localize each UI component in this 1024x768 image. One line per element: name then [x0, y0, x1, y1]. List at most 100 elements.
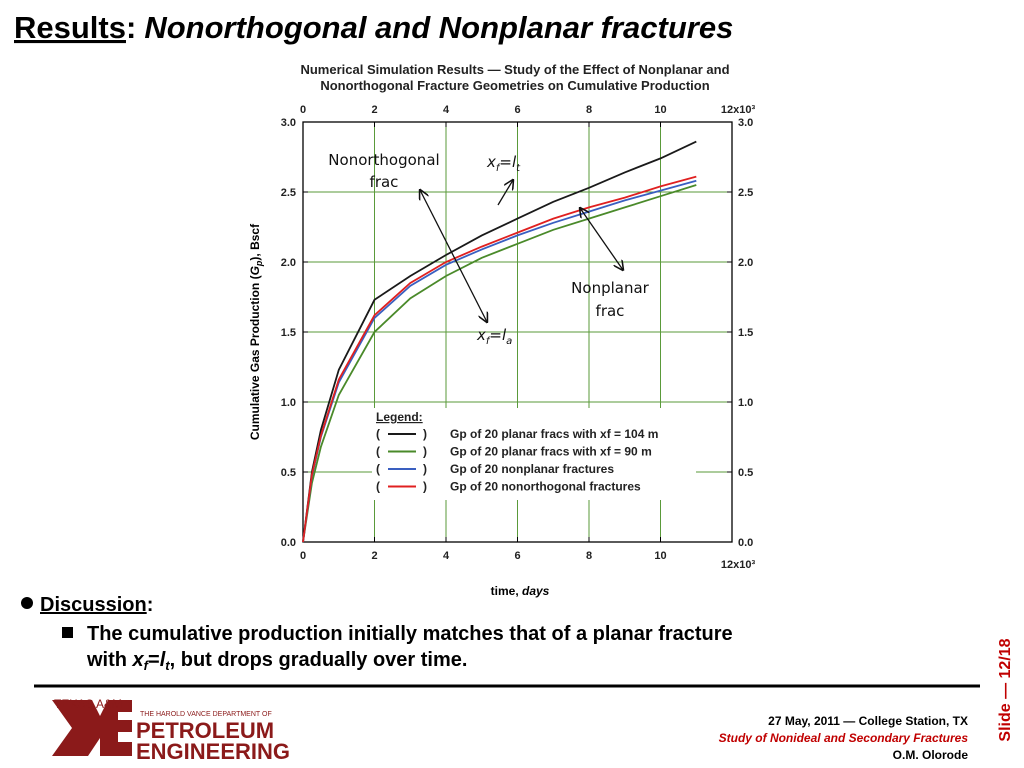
legend-title: Legend: — [376, 410, 423, 424]
chart: Numerical Simulation Results — Study of … — [248, 62, 755, 598]
y-tick-label: 2.0 — [281, 257, 296, 269]
discussion-heading: Discussion: — [40, 594, 153, 616]
legend-paren: ) — [423, 445, 427, 459]
y2-tick-label: 2.5 — [738, 187, 753, 199]
legend-box — [372, 408, 696, 500]
annotations: Nonorthogonal frac xf=lt Nonplanar frac … — [328, 151, 649, 347]
y2-tick-label: 3.0 — [738, 117, 753, 129]
sub-bullet — [62, 627, 73, 638]
annotation: xf=lt — [486, 153, 521, 174]
annotation-part: l — [512, 153, 517, 171]
annotation-part: x — [476, 326, 486, 344]
y-tick-label: 0.0 — [281, 537, 296, 549]
legend-label: Gp of 20 nonplanar fractures — [450, 462, 614, 476]
heading-word: Discussion — [40, 594, 147, 616]
legend-label: Gp of 20 nonorthogonal fractures — [450, 480, 641, 494]
y2-tick-label: 0.0 — [738, 537, 753, 549]
legend-paren: ) — [423, 480, 427, 494]
footer-date: 27 May, 2011 — College Station, TX — [768, 714, 968, 728]
y-axis-label: Cumulative Gas Production (Gp), Bscf — [248, 223, 264, 440]
legend-paren: ( — [376, 480, 380, 494]
chart-title: Nonorthogonal Fracture Geometries on Cum… — [320, 78, 709, 93]
logo-text: ENGINEERING — [136, 739, 290, 764]
x2-tick-label: 10 — [654, 104, 666, 116]
text-part: f — [144, 658, 150, 673]
label-part: p — [254, 260, 264, 267]
legend-paren: ) — [423, 462, 427, 476]
text-part: = — [148, 649, 160, 671]
label-part: Cumulative Gas Production ( — [248, 275, 262, 440]
title-word: Results — [14, 10, 126, 45]
chart-title: Numerical Simulation Results — Study of … — [300, 62, 729, 77]
annotation: frac — [596, 302, 625, 320]
label-part: G — [248, 266, 262, 275]
legend-paren: ( — [376, 445, 380, 459]
label-part: time, — [491, 584, 522, 598]
text-part: , but drops gradually over time. — [170, 649, 468, 671]
x2-tick-label: 8 — [586, 104, 592, 116]
arrow — [580, 208, 623, 270]
y-tick-label: 1.0 — [281, 397, 296, 409]
discussion-text: The cumulative production initially matc… — [87, 623, 733, 645]
x2-tick-label: 6 — [514, 104, 520, 116]
annotation-part: = — [499, 153, 512, 171]
y2-tick-label: 1.5 — [738, 327, 753, 339]
y-tick-label: 1.5 — [281, 327, 296, 339]
logo: TEXAS A&M THE HAROLD VANCE DEPARTMENT OF… — [52, 697, 290, 764]
annotation: Nonplanar — [571, 279, 649, 297]
logo-mark — [52, 700, 132, 756]
x-tick-label: 8 — [586, 550, 592, 562]
annotation: xf=la — [476, 326, 512, 347]
x-tick-label: 12x10³ — [721, 559, 756, 571]
x2-tick-label: 2 — [371, 104, 377, 116]
label-part: ), Bscf — [248, 223, 262, 261]
annotation-part: f — [486, 336, 491, 347]
text-part: with — [86, 649, 133, 671]
x2-tick-label: 12x10³ — [721, 104, 756, 116]
bullet — [21, 597, 33, 609]
logo-text: PETROLEUM — [136, 718, 274, 743]
annotation: frac — [370, 173, 399, 191]
plot-frame — [302, 121, 733, 543]
text-part: t — [165, 658, 170, 673]
y2-tick-label: 0.5 — [738, 467, 753, 479]
legend-paren: ( — [376, 462, 380, 476]
y-tick-label: 0.5 — [281, 467, 296, 479]
legend-label: Gp of 20 planar fracs with xf = 104 m — [450, 427, 658, 441]
y2-tick-label: 2.0 — [738, 257, 753, 269]
slide-title: Results: Nonorthogonal and Nonplanar frac… — [14, 10, 733, 45]
slide-number: Slide — 12/18 — [997, 638, 1014, 741]
annotation: Nonorthogonal — [328, 151, 439, 169]
x-tick-label: 2 — [371, 550, 377, 562]
annotation-part: t — [516, 163, 521, 174]
title-subtitle: Nonorthogonal and Nonplanar fractures — [144, 10, 733, 45]
logo-text: THE HAROLD VANCE DEPARTMENT OF — [140, 711, 272, 718]
footer-talk: Study of Nonideal and Secondary Fracture… — [719, 731, 969, 745]
annotation-part: l — [502, 326, 507, 344]
x-axis-label: time, days — [491, 584, 550, 598]
title-colon: : — [126, 10, 136, 45]
x-tick-label: 0 — [300, 550, 306, 562]
x2-tick-label: 4 — [443, 104, 450, 116]
y-tick-label: 3.0 — [281, 117, 296, 129]
discussion-text: with xf=lt, but drops gradually over tim… — [86, 649, 467, 673]
legend-paren: ) — [423, 427, 427, 441]
arrow — [497, 180, 513, 206]
legend-paren: ( — [376, 427, 380, 441]
y-tick-label: 2.5 — [281, 187, 296, 199]
heading-colon: : — [147, 594, 154, 616]
y2-tick-label: 1.0 — [738, 397, 753, 409]
x2-tick-label: 0 — [300, 104, 306, 116]
arrow — [420, 190, 487, 322]
text-part: l — [160, 649, 166, 671]
footer-author: O.M. Olorode — [893, 748, 969, 762]
text-part: x — [132, 649, 145, 671]
label-part: days — [522, 584, 550, 598]
x-tick-label: 4 — [443, 550, 450, 562]
annotation-part: x — [486, 153, 496, 171]
annotation-part: a — [506, 336, 512, 347]
legend-label: Gp of 20 planar fracs with xf = 90 m — [450, 445, 652, 459]
x-tick-label: 10 — [654, 550, 666, 562]
annotation-part: f — [496, 163, 501, 174]
